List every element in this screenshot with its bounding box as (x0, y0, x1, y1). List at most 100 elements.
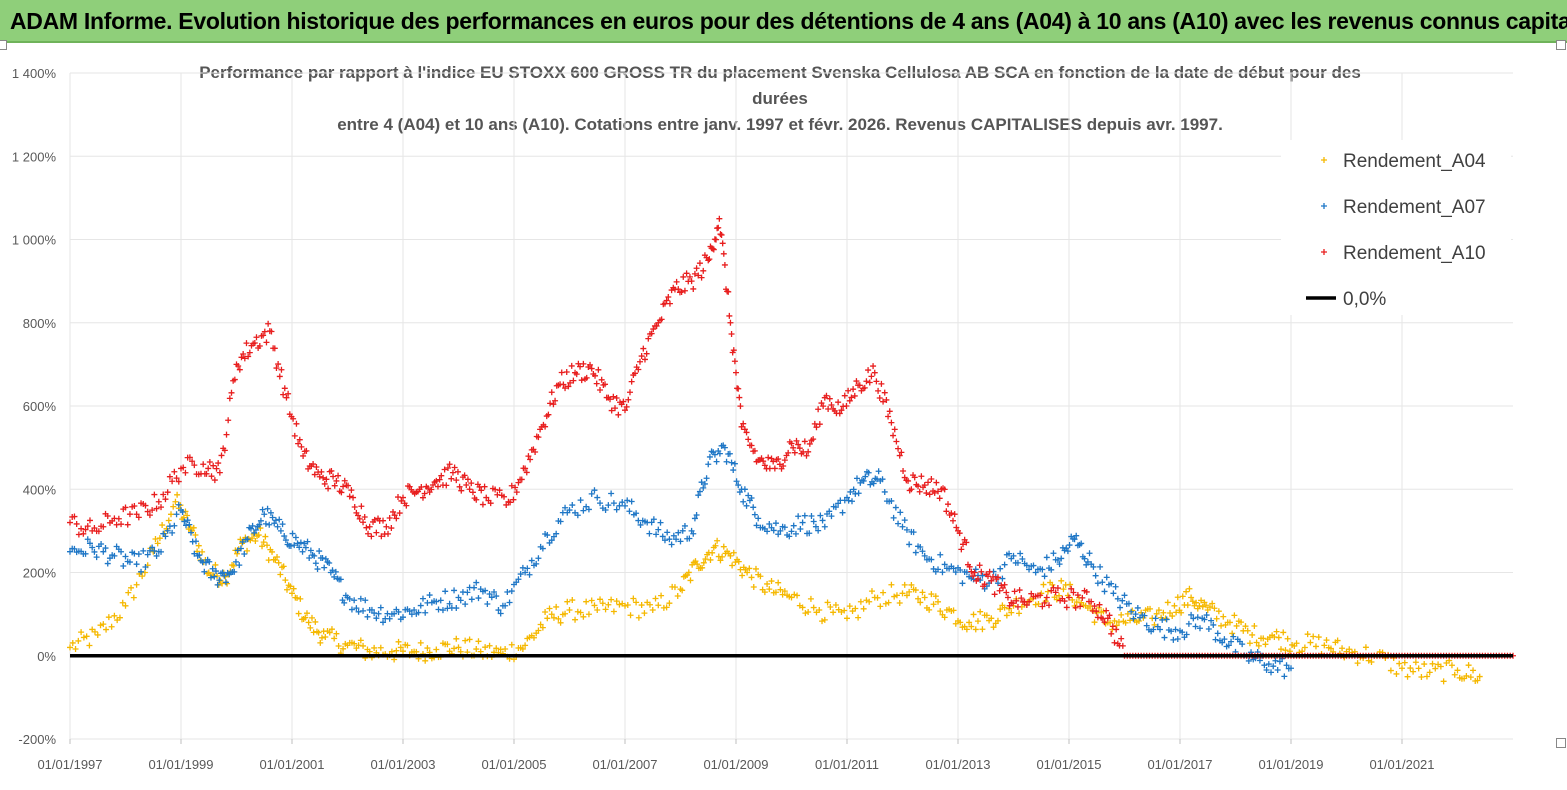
data-point-fill (1194, 614, 1201, 621)
data-point (838, 407, 845, 414)
data-point (816, 606, 823, 613)
resize-handle-top-right[interactable] (1556, 40, 1566, 50)
data-point-fill (318, 468, 325, 475)
y-tick-label: 600% (23, 399, 57, 414)
data-point-fill (1253, 639, 1260, 646)
data-point-fill (1006, 550, 1013, 557)
data-point-fill (72, 645, 79, 652)
data-point (966, 619, 973, 626)
data-point-fill (439, 607, 446, 614)
data-point-fill (1115, 619, 1122, 626)
data-point-fill (796, 445, 803, 452)
data-point-fill (823, 392, 830, 399)
resize-handle-bottom-right[interactable] (1556, 738, 1566, 748)
data-point-fill (156, 535, 163, 542)
data-point-fill (453, 605, 460, 612)
data-point-fill (486, 642, 493, 649)
data-point-fill (893, 438, 900, 445)
data-point-fill (709, 245, 716, 252)
data-point-fill (729, 562, 736, 569)
data-point-fill (1339, 645, 1346, 652)
data-point-fill (275, 361, 282, 368)
data-point-fill (486, 590, 493, 597)
data-point-fill (400, 614, 406, 621)
data-point-fill (735, 482, 742, 489)
data-point-fill (239, 538, 246, 545)
data-point-fill (226, 395, 233, 402)
data-point (1010, 552, 1017, 559)
data-point-fill (438, 472, 445, 479)
data-point-fill (443, 482, 450, 489)
data-point-fill (968, 568, 975, 575)
data-point-fill (733, 369, 739, 376)
data-point-fill (707, 556, 714, 563)
data-point-fill (246, 349, 253, 356)
data-point-fill (793, 437, 800, 444)
data-point-fill (608, 490, 615, 497)
data-point-fill (748, 574, 755, 581)
data-point-fill (1334, 637, 1341, 644)
data-point-fill (234, 547, 241, 554)
data-point-fill (567, 379, 574, 386)
y-tick-label: 0% (37, 649, 56, 664)
data-point-fill (1135, 617, 1142, 624)
data-point (67, 519, 73, 526)
data-point-fill (648, 330, 655, 337)
x-tick-label: 01/01/2013 (925, 757, 990, 772)
data-point-fill (271, 520, 278, 527)
data-point-fill (683, 270, 690, 277)
data-point-fill (316, 548, 323, 555)
data-point-fill (1312, 643, 1319, 650)
data-point-fill (855, 490, 862, 497)
data-point-fill (599, 600, 606, 607)
data-point (94, 631, 101, 638)
data-point-fill (224, 580, 231, 587)
data-point (727, 319, 734, 326)
data-point-fill (510, 496, 517, 503)
data-point-fill (802, 610, 809, 617)
data-point-fill (84, 536, 91, 543)
data-point-fill (98, 541, 105, 548)
data-point-fill (772, 589, 779, 596)
data-point (483, 494, 490, 501)
data-point-fill (314, 566, 321, 573)
data-point-fill (572, 616, 579, 623)
data-point-fill (1043, 554, 1050, 561)
data-point-fill (1039, 566, 1046, 573)
data-point-fill (715, 224, 722, 231)
data-point-fill (508, 641, 515, 648)
data-point-fill (923, 490, 930, 497)
data-point-fill (648, 519, 655, 526)
data-point-fill (740, 420, 747, 427)
data-point-fill (939, 569, 946, 576)
data-point-fill (806, 530, 813, 537)
data-point-fill (535, 627, 542, 634)
data-point-fill (873, 476, 880, 483)
y-tick-label: 1 200% (12, 149, 57, 164)
data-point-fill (597, 500, 604, 507)
data-point-fill (835, 399, 842, 406)
data-point-fill (863, 378, 870, 385)
data-point-fill (251, 340, 258, 347)
data-point-fill (513, 489, 520, 496)
data-point-fill (917, 543, 924, 550)
resize-handle-top-left[interactable] (0, 40, 7, 50)
data-point-fill (926, 606, 933, 613)
data-point-fill (295, 610, 302, 617)
data-point-fill (468, 480, 475, 487)
data-point-fill (775, 456, 782, 463)
data-point-fill (191, 550, 198, 557)
data-point-fill (268, 328, 275, 335)
data-point-fill (464, 589, 471, 596)
data-point-fill (972, 566, 979, 573)
data-point-fill (355, 608, 362, 615)
data-point-fill (743, 502, 750, 509)
data-point-fill (180, 464, 187, 471)
data-point-fill (75, 637, 82, 644)
data-point-fill (866, 379, 873, 386)
data-point-fill (1091, 619, 1098, 626)
data-point-fill (1212, 636, 1219, 643)
data-point-fill (326, 559, 333, 566)
data-point-fill (493, 645, 500, 652)
data-point-fill (877, 603, 884, 610)
